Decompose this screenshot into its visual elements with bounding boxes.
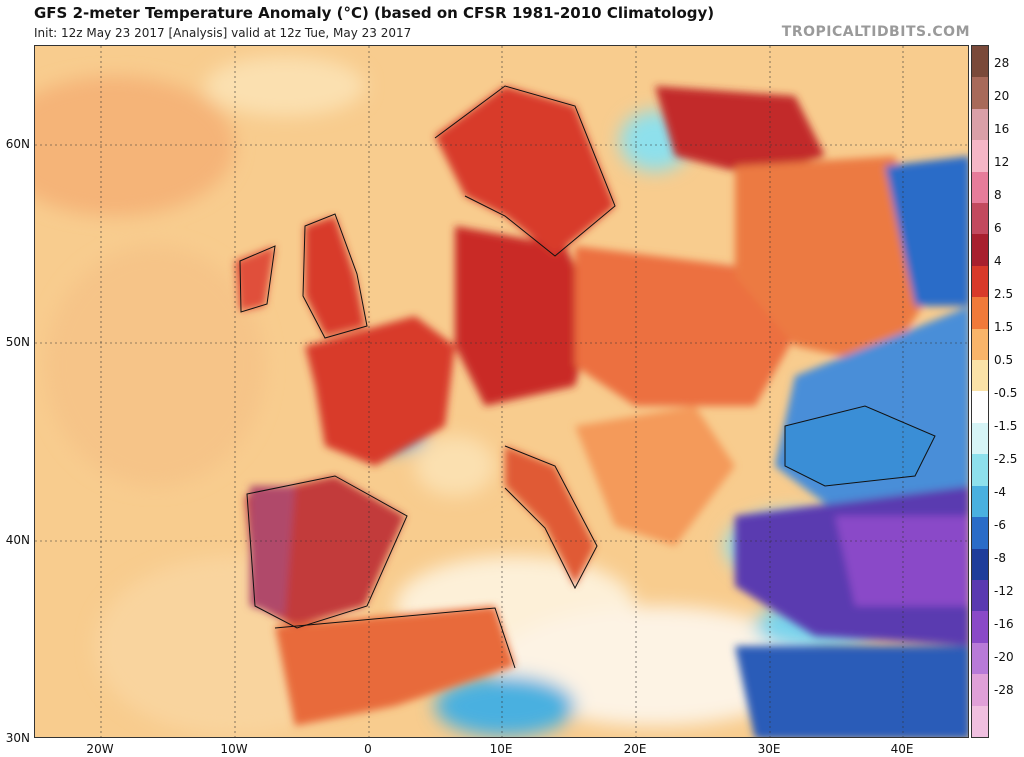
- colorbar-cell: [972, 705, 988, 737]
- colorbar-cell: [972, 297, 988, 329]
- colorbar-cell: [972, 108, 988, 141]
- colorbar-label: -1.5: [994, 419, 1018, 434]
- black-sea: [785, 406, 935, 486]
- colorbar-label: 20: [994, 89, 1010, 104]
- colorbar-cell: [972, 77, 988, 109]
- colorbar-cell: [972, 422, 988, 455]
- colorbar-label: 16: [994, 122, 1010, 137]
- lon-label-10e: 10E: [489, 742, 513, 756]
- colorbar-label: 12: [994, 155, 1010, 170]
- colorbar-cell: [972, 328, 988, 361]
- colorbar-cell: [972, 171, 988, 204]
- colorbar-label: 0.5: [994, 353, 1014, 368]
- colorbar-cell: [972, 548, 988, 580]
- colorbar-label: 28: [994, 56, 1010, 71]
- colorbar-label: -0.5: [994, 386, 1018, 401]
- colorbar-cell: [972, 203, 988, 235]
- lat-label-50n: 50N: [5, 335, 30, 349]
- graticule: [35, 46, 968, 737]
- lon-label-10w: 10W: [220, 742, 248, 756]
- lon-label-40e: 40E: [890, 742, 914, 756]
- colorbar-label: -8: [994, 551, 1006, 566]
- colorbar-cell: [972, 517, 988, 549]
- lon-label-0: 0: [364, 742, 372, 756]
- colorbar-label: -6: [994, 518, 1006, 533]
- colorbar-cell: [972, 265, 988, 298]
- lon-label-30e: 30E: [757, 742, 781, 756]
- colorbar-cell: [972, 454, 988, 486]
- colorbar-cell: [972, 140, 988, 172]
- lon-label-20e: 20E: [623, 742, 647, 756]
- colorbar-label: 2.5: [994, 287, 1014, 302]
- colorbar-label: -28: [994, 683, 1014, 698]
- colorbar-cell: [972, 485, 988, 518]
- map-title: GFS 2-meter Temperature Anomaly (°C) (ba…: [34, 4, 715, 22]
- colorbar-label: -4: [994, 485, 1006, 500]
- colorbar: [971, 45, 989, 738]
- colorbar-cell: [972, 674, 988, 706]
- map-subtitle: Init: 12z May 23 2017 [Analysis] valid a…: [34, 26, 412, 40]
- source-watermark: TROPICALTIDBITS.COM: [781, 24, 970, 40]
- colorbar-cell: [972, 579, 988, 612]
- lat-label-40n: 40N: [5, 533, 30, 547]
- colorbar-label: -12: [994, 584, 1014, 599]
- colorbar-label: 6: [994, 221, 1002, 236]
- colorbar-label: -20: [994, 650, 1014, 665]
- colorbar-label: 1.5: [994, 320, 1014, 335]
- lat-label-60n: 60N: [5, 137, 30, 151]
- colorbar-cell: [972, 360, 988, 392]
- colorbar-label: -16: [994, 617, 1014, 632]
- colorbar-label: -2.5: [994, 452, 1018, 467]
- colorbar-label: 8: [994, 188, 1002, 203]
- coastlines: [239, 85, 936, 669]
- lon-label-20w: 20W: [86, 742, 114, 756]
- colorbar-cell: [972, 611, 988, 643]
- colorbar-cell: [972, 234, 988, 266]
- colorbar-cell: [972, 642, 988, 675]
- lat-label-30n: 30N: [5, 731, 30, 745]
- colorbar-cell: [972, 391, 988, 423]
- colorbar-label: 4: [994, 254, 1002, 269]
- anomaly-map-canvas: [35, 46, 968, 737]
- colorbar-cell: [972, 46, 988, 78]
- anomaly-map: [34, 45, 969, 738]
